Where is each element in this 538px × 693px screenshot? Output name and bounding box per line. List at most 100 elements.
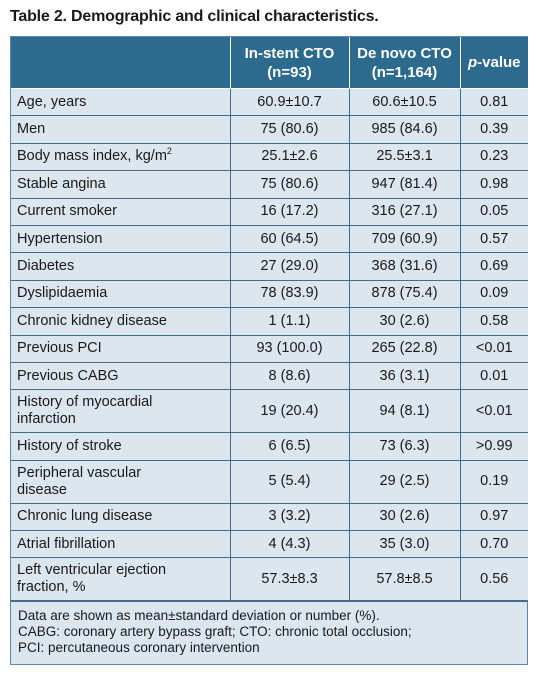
table-row: Hypertension 60 (64.5) 709 (60.9) 0.57 bbox=[11, 224, 528, 254]
cell-de-novo-cto: 878 (75.4) bbox=[348, 279, 460, 309]
row-label-text: Previous CABG bbox=[17, 367, 119, 384]
footnote-line-2: CABG: coronary artery bypass graft; CTO:… bbox=[18, 624, 412, 640]
cell-p-value: 0.23 bbox=[459, 142, 528, 172]
cell-p-value: 0.01 bbox=[459, 361, 528, 391]
cell-in-stent-cto: 5 (5.4) bbox=[229, 459, 349, 504]
row-label-text: Atrial fibrillation bbox=[17, 535, 116, 552]
table-row: Body mass index, kg/m2 25.1±2.6 25.5±3.1 0.… bbox=[11, 142, 528, 172]
row-label-line-2: fraction, % bbox=[17, 579, 86, 596]
row-label: Peripheral vascular disease bbox=[11, 459, 230, 504]
cell-p-value: 0.09 bbox=[459, 279, 528, 309]
characteristics-table: In-stent CTO (n=93) De novo CTO (n=1,164… bbox=[11, 37, 528, 602]
header-de-novo-cto: De novo CTO (n=1,164) bbox=[348, 37, 460, 89]
header-p-value: p-value bbox=[459, 37, 528, 89]
table-row: Chronic kidney disease 1 (1.1) 30 (2.6) 0.5… bbox=[11, 307, 528, 336]
footnote-line-3: PCI: percutaneous coronary intervention bbox=[18, 640, 260, 656]
cell-de-novo-cto: 368 (31.6) bbox=[348, 252, 460, 281]
table-row: Stable angina 75 (80.6) 947 (81.4) 0.98 bbox=[11, 170, 528, 199]
cell-in-stent-cto: 75 (80.6) bbox=[229, 115, 349, 144]
row-label: Hypertension bbox=[11, 224, 230, 254]
header-p-italic: p bbox=[467, 54, 478, 71]
cell-p-value: 0.97 bbox=[459, 502, 528, 532]
cell-de-novo-cto: 947 (81.4) bbox=[348, 170, 460, 199]
row-label-text: Hypertension bbox=[17, 230, 103, 247]
row-label-line-1: History of myocardial bbox=[17, 394, 153, 411]
table-row: History of myocardial infarction 19 (20.4)… bbox=[11, 389, 528, 434]
row-label: Chronic lung disease bbox=[11, 502, 230, 532]
table-body: Age, years 60.9±10.7 60.6±10.5 0.81 Men 75 (8… bbox=[11, 87, 528, 602]
row-label-line-1: Peripheral vascular bbox=[17, 464, 142, 481]
table-row: History of stroke 6 (6.5) 73 (6.3) >0.99 bbox=[11, 432, 528, 461]
table-container: In-stent CTO (n=93) De novo CTO (n=1,164… bbox=[10, 36, 528, 666]
cell-p-value: 0.05 bbox=[459, 197, 528, 226]
row-label-text: Age, years bbox=[17, 93, 87, 110]
cell-in-stent-cto: 75 (80.6) bbox=[229, 170, 349, 199]
cell-de-novo-cto: 30 (2.6) bbox=[348, 307, 460, 336]
cell-de-novo-cto: 94 (8.1) bbox=[348, 389, 460, 434]
row-label-text: Body mass index, kg/m bbox=[17, 148, 167, 165]
table-row: Peripheral vascular disease 5 (5.4) 29 (2.5… bbox=[11, 459, 528, 504]
row-label-text: Chronic kidney disease bbox=[17, 312, 167, 329]
cell-p-value: <0.01 bbox=[459, 389, 528, 434]
cell-in-stent-cto: 57.3±8.3 bbox=[229, 557, 349, 602]
table-row: Men 75 (80.6) 985 (84.6) 0.39 bbox=[11, 115, 528, 144]
cell-de-novo-cto: 316 (27.1) bbox=[348, 197, 460, 226]
row-label: Previous CABG bbox=[11, 361, 230, 391]
header-de-novo-cto-label: De novo CTO bbox=[357, 44, 452, 62]
row-label-text: Previous PCI bbox=[17, 340, 102, 357]
cell-in-stent-cto: 60 (64.5) bbox=[229, 224, 349, 254]
row-label: Stable angina bbox=[11, 170, 230, 199]
cell-in-stent-cto: 16 (17.2) bbox=[229, 197, 349, 226]
table-row: Chronic lung disease 3 (3.2) 30 (2.6) 0.97 bbox=[11, 502, 528, 532]
footnote-line-1: Data are shown as mean±standard deviatio… bbox=[18, 608, 380, 624]
row-label-text: Men bbox=[17, 121, 46, 138]
table-row: Diabetes 27 (29.0) 368 (31.6) 0.69 bbox=[11, 252, 528, 281]
cell-de-novo-cto: 35 (3.0) bbox=[348, 530, 460, 559]
cell-de-novo-cto: 985 (84.6) bbox=[348, 115, 460, 144]
row-label-text: Stable angina bbox=[17, 175, 106, 192]
cell-de-novo-cto: 265 (22.8) bbox=[348, 334, 460, 363]
cell-p-value: 0.56 bbox=[459, 557, 528, 602]
header-in-stent-cto: In-stent CTO (n=93) bbox=[229, 37, 349, 89]
header-in-stent-cto-label: In-stent CTO bbox=[244, 44, 335, 62]
cell-p-value: 0.81 bbox=[459, 87, 528, 117]
row-label-text: Dyslipidaemia bbox=[17, 285, 108, 302]
table-header-row: In-stent CTO (n=93) De novo CTO (n=1,164… bbox=[11, 37, 528, 89]
row-label-superscript: 2 bbox=[166, 145, 172, 156]
row-label-line-2: infarction bbox=[17, 411, 76, 428]
cell-p-value: 0.98 bbox=[459, 170, 528, 199]
cell-de-novo-cto: 25.5±3.1 bbox=[348, 142, 460, 172]
cell-in-stent-cto: 19 (20.4) bbox=[229, 389, 349, 434]
cell-in-stent-cto: 93 (100.0) bbox=[229, 334, 349, 363]
row-label-text: Diabetes bbox=[17, 258, 75, 275]
cell-de-novo-cto: 73 (6.3) bbox=[348, 432, 460, 461]
cell-in-stent-cto: 1 (1.1) bbox=[229, 307, 349, 336]
row-label: Body mass index, kg/m2 bbox=[11, 142, 230, 172]
row-label-line-2: disease bbox=[17, 481, 67, 498]
header-de-novo-cto-n: (n=1,164) bbox=[371, 63, 438, 81]
row-label: Age, years bbox=[11, 87, 230, 117]
cell-in-stent-cto: 78 (83.9) bbox=[229, 279, 349, 309]
cell-de-novo-cto: 709 (60.9) bbox=[348, 224, 460, 254]
cell-p-value: 0.70 bbox=[459, 530, 528, 559]
cell-in-stent-cto: 60.9±10.7 bbox=[229, 87, 349, 117]
cell-in-stent-cto: 8 (8.6) bbox=[229, 361, 349, 391]
cell-p-value: 0.69 bbox=[459, 252, 528, 281]
cell-p-value: >0.99 bbox=[459, 432, 528, 461]
cell-p-value: 0.19 bbox=[459, 459, 528, 504]
row-label-text: Chronic lung disease bbox=[17, 508, 153, 525]
table-row: Atrial fibrillation 4 (4.3) 35 (3.0) 0.70 bbox=[11, 530, 528, 559]
row-label: History of stroke bbox=[11, 432, 230, 461]
table-row: Previous PCI 93 (100.0) 265 (22.8) <0.01 bbox=[11, 334, 528, 363]
table-footnote: Data are shown as mean±standard deviatio… bbox=[11, 601, 527, 665]
table-row: Previous CABG 8 (8.6) 36 (3.1) 0.01 bbox=[11, 361, 528, 391]
cell-in-stent-cto: 4 (4.3) bbox=[229, 530, 349, 559]
table-row: Age, years 60.9±10.7 60.6±10.5 0.81 bbox=[11, 87, 528, 117]
cell-de-novo-cto: 36 (3.1) bbox=[348, 361, 460, 391]
cell-p-value: 0.39 bbox=[459, 115, 528, 144]
row-label-line-1: Left ventricular ejection bbox=[17, 562, 167, 579]
header-in-stent-cto-n: (n=93) bbox=[267, 63, 312, 81]
cell-p-value: 0.58 bbox=[459, 307, 528, 336]
row-label: Men bbox=[11, 115, 230, 144]
